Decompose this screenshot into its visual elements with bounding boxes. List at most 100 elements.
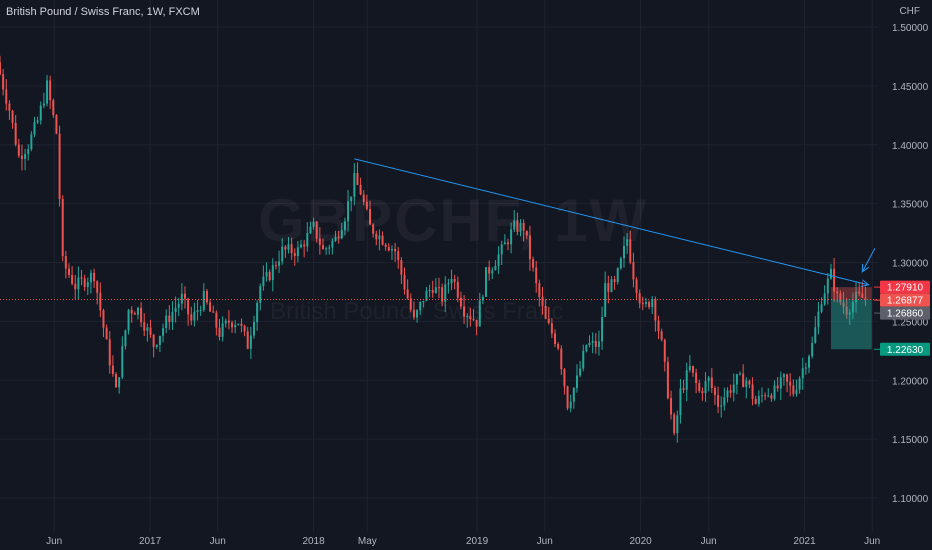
candle-body (293, 253, 296, 257)
candle-body (494, 265, 497, 271)
candle-body (782, 374, 785, 378)
x-tick-label: 2017 (139, 536, 162, 547)
candle-body (641, 303, 644, 305)
candle-body (115, 374, 118, 388)
candle-body (180, 293, 183, 304)
candle-body (325, 248, 328, 250)
candle-body (463, 306, 466, 317)
candle-body (353, 173, 356, 197)
candle-body (61, 198, 64, 257)
candle-body (839, 293, 842, 303)
candle-body (491, 270, 494, 274)
candle-body (215, 312, 218, 328)
candle-body (588, 342, 591, 346)
candle-body (858, 291, 861, 294)
candle-body (833, 268, 836, 292)
candle-body (767, 395, 770, 397)
candle-body (438, 287, 440, 289)
candle-body (428, 290, 431, 292)
candle-body (80, 277, 83, 279)
y-tick-label: 1.10000 (892, 494, 929, 505)
candle-body (626, 239, 629, 246)
x-tick-label: May (358, 536, 377, 547)
candle-body (688, 365, 691, 371)
candle-body (321, 245, 324, 250)
candle-body (234, 324, 237, 328)
candle-body (67, 268, 70, 275)
candle-body (362, 194, 365, 202)
y-tick-label: 1.30000 (892, 259, 929, 270)
candle-body (337, 236, 340, 239)
candle-body (394, 249, 397, 252)
candle-body (397, 251, 400, 261)
candle-body (296, 247, 299, 257)
candle-body (202, 290, 205, 311)
candle-body (842, 302, 845, 307)
candle-body (30, 134, 33, 150)
candle-body (20, 155, 23, 159)
candle-body (133, 313, 136, 315)
candle-body (369, 209, 372, 225)
candle-body (779, 377, 782, 389)
candle-body (485, 267, 488, 297)
candle-body (58, 133, 61, 199)
axes: 1.10000 1.15000 1.20000 1.25000 1.30000 1.350… (46, 23, 930, 547)
candle-body (218, 327, 221, 337)
candle-body (560, 348, 563, 370)
candle-body (177, 303, 180, 308)
x-tick-label: Jun (537, 536, 553, 547)
candle-body (52, 100, 55, 116)
x-tick-label: 2021 (793, 536, 816, 547)
candle-body (274, 265, 277, 267)
candle-body (757, 396, 760, 404)
candle-body (0, 62, 1, 75)
candle-body (808, 356, 811, 368)
candle-body (158, 335, 161, 345)
candle-body (550, 323, 553, 334)
candle-body (707, 377, 710, 382)
candles (0, 55, 867, 443)
candle-body (754, 398, 757, 404)
candle-body (187, 298, 190, 315)
candle-body (566, 386, 569, 409)
candle-body (632, 262, 635, 280)
candle-body (619, 258, 622, 269)
candle-body (422, 300, 425, 303)
candle-body (190, 314, 193, 321)
candle-body (751, 384, 754, 399)
candle-body (284, 246, 287, 250)
candle-body (387, 246, 390, 251)
candle-body (412, 309, 415, 318)
candle-body (328, 247, 331, 249)
candle-body (315, 221, 318, 239)
candle-body (64, 256, 67, 269)
candle-body (425, 290, 428, 301)
candle-body (136, 307, 139, 315)
candle-body (140, 307, 143, 323)
candle-body (456, 281, 459, 298)
entry-price-label-bg (880, 293, 930, 307)
candle-body (5, 89, 8, 104)
candle-body (676, 415, 679, 434)
candle-body (350, 196, 353, 202)
candle-body (359, 184, 362, 195)
drawings[interactable] (0, 158, 878, 300)
short-position-tool[interactable] (830, 287, 872, 350)
candle-body (74, 283, 77, 290)
candle-body (679, 388, 682, 416)
candle-body (597, 341, 600, 347)
y-tick-label: 1.45000 (892, 82, 929, 93)
candle-body (823, 293, 826, 305)
candle-body (481, 296, 484, 301)
candle-body (710, 377, 713, 389)
candle-body (613, 279, 616, 283)
candle-body (71, 274, 74, 284)
candle-body (447, 283, 450, 285)
candle-body (644, 301, 647, 304)
candle-body (497, 254, 500, 266)
candle-body (691, 365, 694, 373)
candle-body (309, 226, 312, 234)
candle-body (720, 405, 723, 407)
candle-body (231, 322, 234, 328)
